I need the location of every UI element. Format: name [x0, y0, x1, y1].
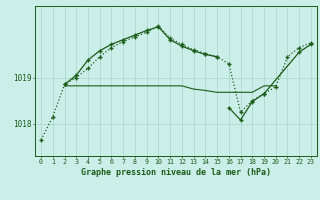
X-axis label: Graphe pression niveau de la mer (hPa): Graphe pression niveau de la mer (hPa) — [81, 168, 271, 177]
